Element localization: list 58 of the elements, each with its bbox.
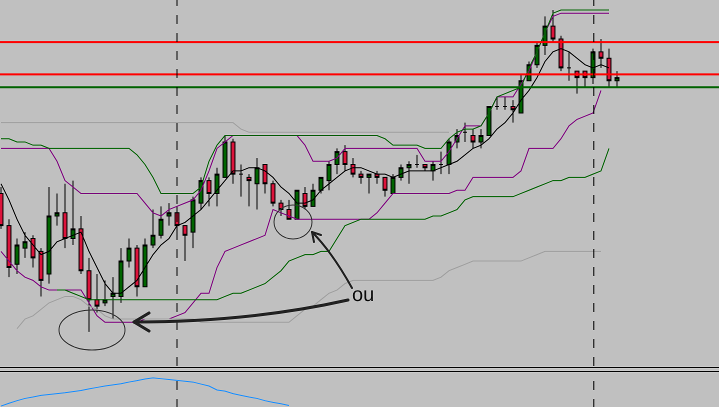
candlestick [46, 186, 52, 284]
candlestick [342, 144, 348, 172]
candlestick [30, 234, 36, 268]
candlestick [286, 199, 292, 220]
candlestick [366, 174, 372, 194]
candlestick [166, 202, 172, 226]
candlestick [54, 192, 60, 226]
candlestick [262, 164, 268, 194]
candlestick [222, 135, 228, 178]
candlestick [190, 196, 196, 249]
candlestick [78, 215, 84, 274]
candlestick [150, 209, 156, 249]
candlestick [430, 160, 436, 182]
candlestick [438, 151, 444, 175]
candlestick [406, 160, 412, 184]
candlestick [374, 170, 380, 184]
candlestick [502, 96, 508, 110]
candlestick [462, 122, 468, 142]
candlestick [70, 180, 76, 246]
candlestick [86, 257, 92, 332]
candlestick [158, 206, 164, 240]
candlestick [470, 128, 476, 149]
candlestick [566, 51, 572, 82]
candlestick [398, 164, 404, 182]
candlestick [510, 100, 516, 124]
candlestick [230, 138, 236, 184]
candlestick [550, 9, 556, 43]
candlestick [358, 170, 364, 184]
candlestick [22, 232, 28, 258]
candlestick [326, 160, 332, 191]
candlestick [446, 138, 452, 175]
annotation: ou [352, 284, 374, 307]
candlestick [334, 148, 340, 175]
candlestick [214, 167, 220, 207]
candlestick [238, 164, 244, 198]
candlestick [310, 183, 316, 207]
candlestick [14, 238, 20, 274]
candlestick [350, 158, 356, 178]
candlestick [94, 273, 100, 314]
candlestick [390, 174, 396, 194]
candlestick [6, 218, 12, 278]
candlestick [478, 128, 484, 149]
candlestick [302, 186, 308, 210]
candlestick [62, 183, 68, 249]
candlestick [486, 106, 492, 136]
candlestick [126, 238, 132, 268]
candlestick [318, 176, 324, 194]
candlestick [270, 180, 276, 207]
candlestick [422, 164, 428, 172]
candlestick [494, 96, 500, 110]
candlestick [254, 158, 260, 210]
candlestick [142, 238, 148, 288]
candlestick [182, 225, 188, 262]
candlestick [246, 174, 252, 207]
candlestick [206, 176, 212, 207]
candlestick [382, 176, 388, 198]
candlestick [278, 199, 284, 216]
candlestick [414, 154, 420, 168]
